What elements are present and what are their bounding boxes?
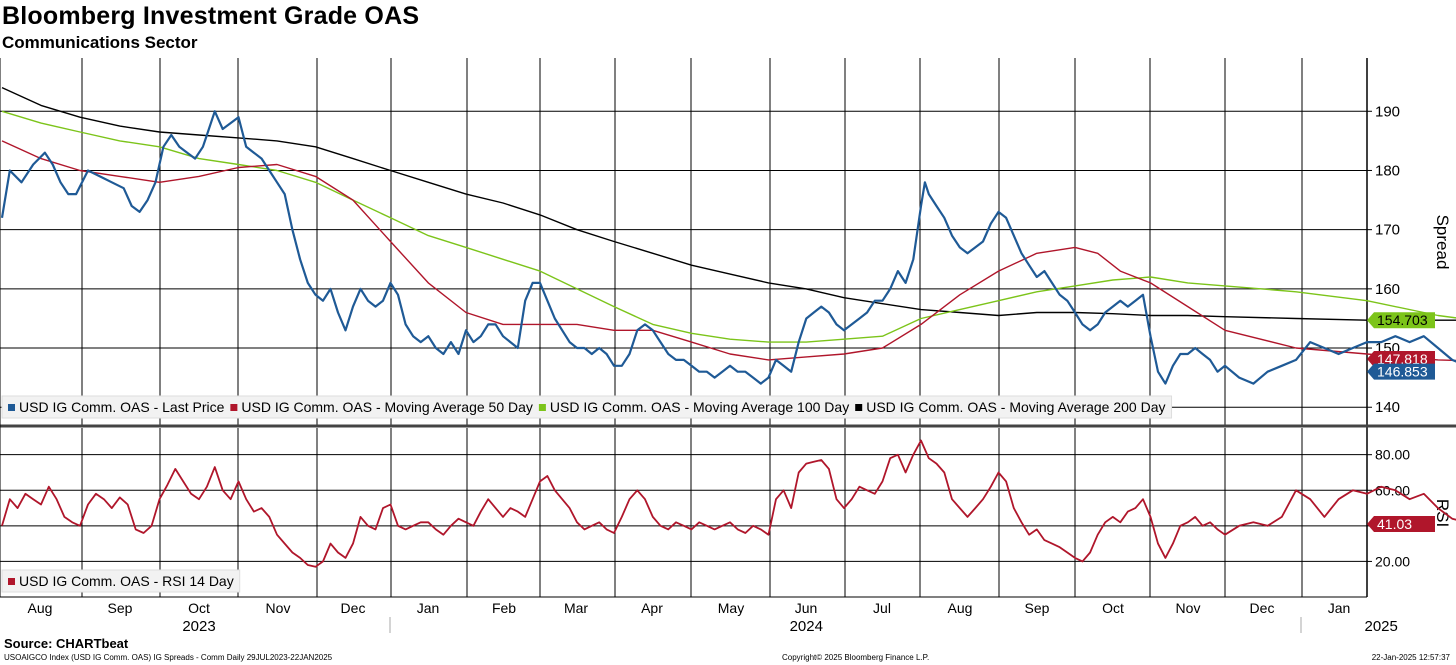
value-callout-ma100-bg [1367, 312, 1435, 329]
x-tick-label: Sep [108, 600, 133, 616]
legend-swatch [855, 404, 863, 411]
value-callout-last: 146.853 [1377, 364, 1428, 380]
x-tick-label: Apr [641, 600, 663, 616]
series-line-rsi [1, 439, 1456, 568]
footer-timestamp: 22-Jan-2025 12:57:37 [1371, 653, 1450, 662]
legend-item: USD IG Comm. OAS - Moving Average 100 Da… [550, 399, 849, 415]
x-tick-label: Sep [1025, 600, 1050, 616]
legend-item: USD IG Comm. OAS - Moving Average 200 Da… [866, 399, 1165, 415]
y-axis-title: RSI [1433, 499, 1452, 527]
x-tick-label: Aug [28, 600, 53, 616]
value-callout-ma50-bg [1367, 350, 1435, 367]
x-tick-label: Dec [1250, 600, 1275, 616]
legend: USD IG Comm. OAS - RSI 14 Day [1, 569, 241, 593]
y-tick-label: 80.00 [1375, 447, 1410, 463]
y-axis-title: Spread [1433, 215, 1452, 270]
x-tick-label: Nov [266, 600, 291, 616]
series-line-ma50 [1, 140, 1456, 362]
value-callout-rsi: 41.03 [1377, 516, 1412, 532]
legend-box [1, 569, 241, 593]
x-tick-label: Oct [1102, 600, 1124, 616]
x-year-label: 2025 [1365, 618, 1398, 635]
legend-item: USD IG Comm. OAS - Last Price [19, 399, 225, 415]
chart-subtitle: Communications Sector [2, 33, 198, 52]
source-label: Source: CHARTbeat [4, 636, 129, 651]
y-tick-label: 20.00 [1375, 553, 1410, 569]
legend-swatch [230, 404, 238, 411]
legend-swatch [538, 404, 546, 411]
legend-swatch [8, 404, 15, 411]
legend-box [1, 395, 1173, 419]
value-callout-last-bg [1367, 363, 1435, 380]
x-tick-label: Mar [564, 600, 588, 616]
series-line-ma200 [1, 86, 1456, 321]
x-tick-label: Aug [948, 600, 973, 616]
y-tick-label: 140 [1375, 399, 1400, 416]
y-tick-label: 170 [1375, 222, 1400, 239]
series-line-last [0, 110, 1456, 385]
x-tick-label: Oct [188, 600, 210, 616]
value-callout-ma100: 154.703 [1377, 312, 1428, 328]
value-callout-rsi-bg [1367, 516, 1435, 533]
x-year-label: 2023 [182, 618, 215, 635]
legend-swatch [8, 578, 15, 585]
x-tick-label: Nov [1176, 600, 1201, 616]
series-line-ma100 [1, 110, 1456, 343]
footer-ticker-info: USOAIGCO Index (USD IG Comm. OAS) IG Spr… [4, 653, 333, 662]
y-tick-label: 180 [1375, 162, 1400, 179]
legend-item: USD IG Comm. OAS - Moving Average 50 Day [241, 399, 533, 415]
y-tick-label: 160 [1375, 281, 1400, 298]
legend-item: USD IG Comm. OAS - RSI 14 Day [19, 573, 234, 589]
footer-copyright: Copyright© 2025 Bloomberg Finance L.P. [782, 653, 930, 662]
x-year-label: 2024 [790, 618, 823, 635]
x-tick-label: Jul [873, 600, 891, 616]
x-tick-label: Feb [492, 600, 516, 616]
x-tick-label: Jun [795, 600, 818, 616]
x-tick-label: Jan [417, 600, 440, 616]
chart-title: Bloomberg Investment Grade OAS [2, 2, 420, 30]
x-tick-label: Dec [341, 600, 366, 616]
value-callout-ma50: 147.818 [1377, 351, 1428, 367]
x-tick-label: May [718, 600, 744, 616]
y-tick-label: 190 [1375, 103, 1400, 120]
x-tick-label: Jan [1328, 600, 1351, 616]
legend: USD IG Comm. OAS - Last Price USD IG Comm… [1, 395, 1173, 419]
